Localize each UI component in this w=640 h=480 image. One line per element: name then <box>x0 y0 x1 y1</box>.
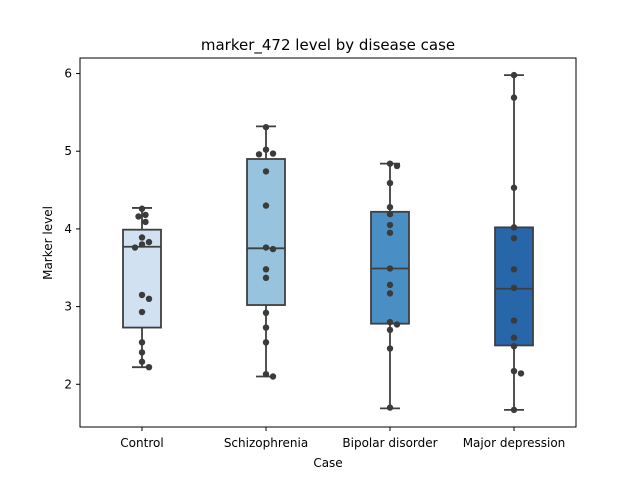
data-point <box>510 266 518 273</box>
data-point <box>386 326 394 334</box>
data-point <box>145 295 153 303</box>
data-point <box>262 309 270 317</box>
y-tick-label: 6 <box>64 67 72 81</box>
y-tick-label: 2 <box>64 377 72 391</box>
data-point <box>510 71 518 79</box>
data-point <box>510 284 518 292</box>
data-point <box>510 224 518 231</box>
plot-area <box>122 71 534 414</box>
data-point <box>131 244 139 251</box>
y-tick-label: 4 <box>64 222 72 236</box>
data-point <box>262 168 270 175</box>
data-point <box>262 244 270 251</box>
data-point <box>262 274 270 282</box>
data-point <box>138 339 146 346</box>
data-point <box>386 318 394 326</box>
data-point <box>138 308 146 316</box>
data-point <box>142 211 149 219</box>
data-point <box>386 210 394 218</box>
data-point <box>386 179 394 187</box>
data-point <box>138 234 146 241</box>
data-point <box>262 324 270 331</box>
data-point <box>138 291 146 299</box>
axes: 2 3 4 5 6 Control Schizophrenia Bipolar disorde… <box>64 57 577 450</box>
y-tick-label: 3 <box>64 300 72 314</box>
data-point <box>393 321 401 328</box>
data-point <box>138 205 146 212</box>
x-tick-label: Schizophrenia <box>224 436 308 450</box>
plot-frame <box>79 57 577 428</box>
y-tick-label: 5 <box>64 144 72 158</box>
data-point <box>510 184 518 191</box>
data-point <box>510 367 518 375</box>
data-point <box>386 290 394 297</box>
data-point <box>269 245 277 253</box>
box-major-depression <box>494 74 534 411</box>
data-point <box>269 373 277 380</box>
data-point <box>138 241 146 248</box>
box-schizophrenia <box>246 125 286 378</box>
data-point <box>386 221 394 229</box>
data-point <box>386 345 394 352</box>
data-point <box>135 213 142 220</box>
data-point <box>145 363 153 371</box>
data-point <box>510 406 518 414</box>
data-point <box>386 203 394 211</box>
y-axis-label: Marker level <box>41 206 55 280</box>
chart-title: marker_472 level by disease case <box>201 36 455 55</box>
data-point <box>138 349 146 356</box>
data-point <box>269 150 277 157</box>
data-point <box>138 358 146 365</box>
data-point <box>510 334 518 341</box>
box-body <box>246 158 286 306</box>
data-point <box>393 162 401 170</box>
data-point <box>262 146 270 153</box>
x-tick-label: Major depression <box>463 436 566 450</box>
data-point <box>510 94 518 101</box>
x-tick-label: Bipolar disorder <box>342 436 437 450</box>
data-point <box>386 229 394 236</box>
data-point <box>262 266 270 273</box>
x-tick-label: Control <box>120 436 163 450</box>
data-point <box>386 281 394 289</box>
data-point <box>517 370 525 377</box>
x-axis-label: Case <box>313 456 342 470</box>
data-point <box>386 265 394 272</box>
data-point <box>386 160 394 167</box>
data-point <box>262 123 270 131</box>
data-point <box>386 404 394 411</box>
data-point <box>510 317 518 324</box>
data-point <box>145 238 153 246</box>
data-point <box>262 202 270 209</box>
data-point <box>262 370 270 378</box>
data-point <box>255 151 263 158</box>
data-point <box>510 235 518 242</box>
data-point <box>262 339 270 346</box>
data-point <box>142 218 149 226</box>
data-point <box>510 343 518 350</box>
